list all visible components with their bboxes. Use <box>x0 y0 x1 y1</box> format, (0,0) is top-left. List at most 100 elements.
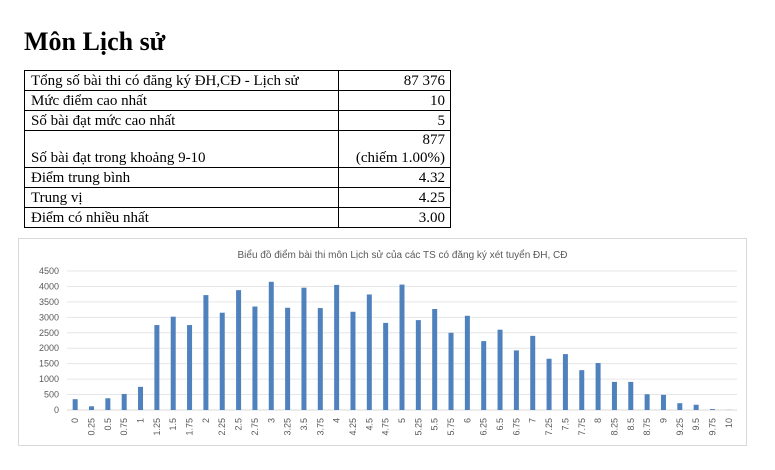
x-tick-label: 1.75 <box>185 418 195 436</box>
x-tick-label: 7.5 <box>560 418 570 431</box>
bar <box>399 284 405 410</box>
x-tick-label: 6.75 <box>511 418 521 436</box>
bar <box>481 341 487 410</box>
x-tick-label: 3 <box>266 418 276 423</box>
score-distribution-chart: Biểu đồ điểm bài thi môn Lịch sử của các… <box>18 238 747 446</box>
x-tick-label: 9.25 <box>675 418 685 436</box>
bar <box>709 409 715 410</box>
y-tick-label: 0 <box>54 405 59 415</box>
stats-row-median: Trung vị 4.25 <box>24 187 451 208</box>
stats-value: 4.32 <box>338 167 451 188</box>
x-tick-label: 3.25 <box>283 418 293 436</box>
bar <box>677 403 683 410</box>
y-tick-label: 4000 <box>39 281 59 291</box>
bar <box>170 316 176 410</box>
x-tick-label: 5.75 <box>446 418 456 436</box>
y-tick-label: 1500 <box>39 359 59 369</box>
stats-label: Trung vị <box>24 187 339 208</box>
stats-row-max-count: Số bài đạt mức cao nhất 5 <box>24 110 451 131</box>
bar <box>693 404 699 410</box>
bar <box>203 295 209 410</box>
x-tick-label: 6.25 <box>479 418 489 436</box>
stats-label: Mức điểm cao nhất <box>24 90 339 111</box>
x-tick-label: 7.75 <box>577 418 587 436</box>
x-tick-label: 0 <box>70 418 80 423</box>
bar <box>138 386 144 410</box>
bar <box>121 393 127 410</box>
x-tick-label: 5 <box>397 418 407 423</box>
x-tick-label: 5.5 <box>430 418 440 431</box>
x-tick-label: 1.25 <box>152 418 162 436</box>
bar <box>415 320 421 410</box>
stats-value: 5 <box>338 110 451 131</box>
x-tick-label: 3.75 <box>315 418 325 436</box>
y-tick-label: 4500 <box>39 266 59 276</box>
x-tick-label: 4 <box>332 418 342 423</box>
bar <box>432 308 438 410</box>
stats-row-mode: Điểm có nhiều nhất 3.00 <box>24 207 451 228</box>
bar <box>562 354 568 410</box>
bar <box>105 398 111 410</box>
bar <box>334 284 340 410</box>
bar <box>464 315 470 410</box>
bar <box>187 325 193 410</box>
y-tick-label: 2500 <box>39 328 59 338</box>
x-tick-label: 6.5 <box>495 418 505 431</box>
stats-row-max-score: Mức điểm cao nhất 10 <box>24 90 451 111</box>
stats-value: 877 (chiếm 1.00%) <box>338 130 451 168</box>
x-tick-label: 0.5 <box>103 418 113 431</box>
stats-value: 10 <box>338 90 451 111</box>
bar <box>89 406 95 410</box>
bar <box>579 370 585 410</box>
bar <box>448 332 454 410</box>
stats-label: Điểm có nhiều nhất <box>24 207 339 228</box>
x-tick-label: 4.75 <box>381 418 391 436</box>
bar <box>644 394 650 410</box>
x-tick-label: 2 <box>201 418 211 423</box>
bar <box>660 394 666 410</box>
bar <box>236 290 242 410</box>
bar <box>72 399 78 410</box>
x-tick-label: 0.25 <box>87 418 97 436</box>
bar <box>219 312 225 410</box>
bar <box>317 308 323 410</box>
x-tick-label: 6 <box>462 418 472 423</box>
x-tick-label: 8.5 <box>626 418 636 431</box>
bar <box>252 306 258 410</box>
bar <box>595 363 601 410</box>
x-tick-label: 4.25 <box>348 418 358 436</box>
bar <box>513 350 519 410</box>
y-tick-label: 1000 <box>39 374 59 384</box>
x-tick-label: 8.25 <box>609 418 619 436</box>
x-tick-label: 2.25 <box>217 418 227 436</box>
stats-label: Số bài đạt mức cao nhất <box>24 110 339 131</box>
stats-row-mean: Điểm trung bình 4.32 <box>24 167 451 188</box>
x-tick-label: 1.5 <box>168 418 178 431</box>
stats-value-percent: (chiếm 1.00%) <box>355 150 445 166</box>
y-tick-label: 3000 <box>39 312 59 322</box>
y-tick-label: 500 <box>44 390 59 400</box>
bar <box>497 329 503 410</box>
page-title: Môn Lịch sử <box>24 27 166 56</box>
x-tick-label: 2.5 <box>234 418 244 431</box>
stats-table: Tổng số bài thi có đăng ký ĐH,CĐ - Lịch … <box>24 70 451 228</box>
x-tick-label: 4.5 <box>364 418 374 431</box>
bar <box>530 335 536 410</box>
x-tick-label: 9.75 <box>707 418 717 436</box>
chart-svg: Biểu đồ điểm bài thi môn Lịch sử của các… <box>39 249 737 436</box>
bar <box>383 322 389 410</box>
stats-label: Số bài đạt trong khoảng 9-10 <box>24 130 339 168</box>
bar <box>154 325 160 410</box>
bar <box>628 381 634 410</box>
x-tick-label: 1 <box>136 418 146 423</box>
bar <box>301 287 307 410</box>
bar <box>285 307 291 410</box>
bar <box>268 281 274 410</box>
x-tick-label: 0.75 <box>119 418 129 436</box>
x-tick-label: 5.25 <box>413 418 423 436</box>
y-tick-label: 2000 <box>39 343 59 353</box>
stats-row-9-10: Số bài đạt trong khoảng 9-10 877 (chiếm … <box>24 130 451 168</box>
y-tick-label: 3500 <box>39 297 59 307</box>
bar <box>611 381 617 410</box>
x-tick-label: 10 <box>724 418 734 428</box>
